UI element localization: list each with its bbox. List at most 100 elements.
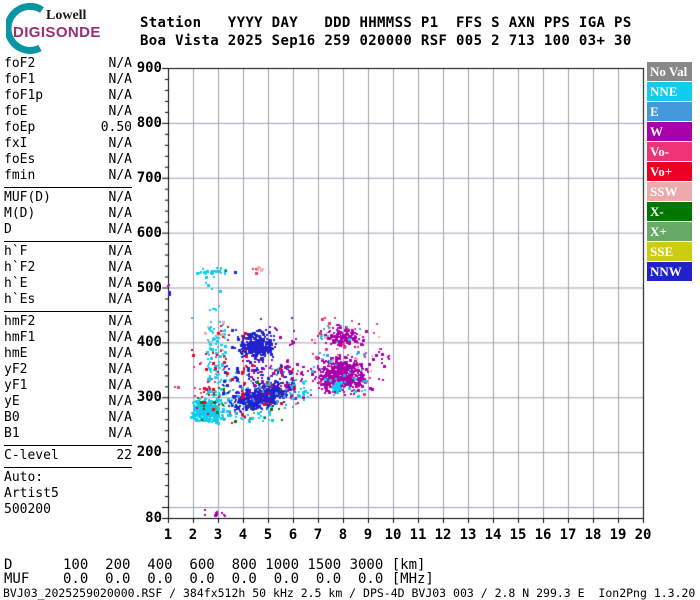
param-label: yF1	[4, 378, 28, 393]
param-label: h`F	[4, 244, 28, 259]
param-value: N/A	[108, 244, 132, 259]
x-tick-label-11: 11	[409, 527, 427, 543]
separator	[4, 187, 132, 188]
legend-item-ssw: SSW	[647, 182, 692, 201]
param-value: N/A	[108, 72, 132, 87]
separator	[4, 445, 132, 446]
y-tick-label-400: 400	[136, 334, 162, 351]
logo-lowell-text: Lowell	[46, 8, 87, 23]
muf-row: MUF 0.0 0.0 0.0 0.0 0.0 0.0 0.0 0.0 [MHz…	[4, 571, 434, 587]
x-tick-label-19: 19	[609, 527, 627, 543]
param-label: foF1p	[4, 88, 44, 103]
param-label: h`F2	[4, 260, 36, 275]
legend-item-noval: No Val	[647, 62, 692, 81]
param-row-fof2: foF2 N/A	[4, 56, 132, 72]
direction-legend: No Val NNE E W Vo- Vo+ SSW X- X+ SSE NNW	[647, 62, 693, 282]
param-label: foE	[4, 104, 28, 119]
y-tick-label-200: 200	[136, 444, 162, 461]
param-row-foe: foE N/A	[4, 104, 132, 120]
param-label: MUF(D)	[4, 190, 51, 205]
param-label: D	[4, 222, 12, 237]
legend-item-nne: NNE	[647, 82, 692, 101]
x-tick-label-3: 3	[213, 527, 223, 543]
header-values-row: Boa Vista 2025 Sep16 259 020000 RSF 005 …	[140, 33, 632, 49]
legend-item-nnw: NNW	[647, 262, 692, 281]
param-row-fof1: foF1 N/A	[4, 72, 132, 88]
param-row-hf: h`F N/A	[4, 244, 132, 260]
param-row-clevel: C-level 22	[4, 448, 132, 464]
y-tick-label-500: 500	[136, 279, 162, 296]
x-tick-label-20: 20	[634, 527, 652, 543]
param-row-hf2: h`F2 N/A	[4, 260, 132, 276]
param-row-foep: foEp 0.50	[4, 120, 132, 136]
param-row-hes: h`Es N/A	[4, 292, 132, 308]
digisonde-logo: Lowell DIGISONDE	[6, 2, 136, 58]
param-label: foEp	[4, 120, 36, 135]
x-tick-label-15: 15	[509, 527, 527, 543]
param-row-he: h`E N/A	[4, 276, 132, 292]
param-label: hmF1	[4, 330, 36, 345]
param-row-b1: B1 N/A	[4, 426, 132, 442]
autoscale-info-line: Artist5	[4, 486, 59, 501]
legend-item-w: W	[647, 122, 692, 141]
param-label: hmE	[4, 346, 28, 361]
x-tick-label-17: 17	[559, 527, 577, 543]
x-tick-label-2: 2	[188, 527, 198, 543]
param-value: 22	[116, 448, 132, 463]
param-value: N/A	[108, 222, 132, 237]
x-tick-label-7: 7	[313, 527, 323, 543]
header-fields-row: Station YYYY DAY DDD HHMMSS P1 FFS S AXN…	[140, 15, 632, 31]
separator	[4, 467, 132, 468]
param-value: N/A	[108, 378, 132, 393]
separator	[4, 241, 132, 242]
param-label: h`E	[4, 276, 28, 291]
param-row-fxi: fxI N/A	[4, 136, 132, 152]
legend-item-vo-: Vo-	[647, 142, 692, 161]
param-value: N/A	[108, 314, 132, 329]
x-tick-label-1: 1	[163, 527, 173, 543]
param-row-mufd: MUF(D) N/A	[4, 190, 132, 206]
x-tick-label-14: 14	[484, 527, 502, 543]
param-row-hmf2: hmF2 N/A	[4, 314, 132, 330]
x-tick-label-6: 6	[288, 527, 298, 543]
param-row-md: M(D) N/A	[4, 206, 132, 222]
parameter-panel: foF2 N/A foF1 N/A foF1p N/A foE N/A foEp 0.50 fxI N…	[4, 56, 132, 518]
x-tick-label-12: 12	[434, 527, 452, 543]
logo-digisonde-text: DIGISONDE	[13, 24, 101, 41]
param-value: N/A	[108, 394, 132, 409]
param-value: N/A	[108, 260, 132, 275]
param-label: foF2	[4, 56, 36, 71]
x-tick-label-5: 5	[263, 527, 273, 543]
param-label: hmF2	[4, 314, 36, 329]
param-value: N/A	[108, 168, 132, 183]
param-value: N/A	[108, 190, 132, 205]
logo-arc-icon	[6, 2, 44, 54]
param-value: 0.50	[100, 120, 132, 135]
param-row-d: D N/A	[4, 222, 132, 238]
x-tick-label-18: 18	[584, 527, 602, 543]
param-row-foes: foEs N/A	[4, 152, 132, 168]
param-label: foF1	[4, 72, 36, 87]
param-value: N/A	[108, 426, 132, 441]
y-tick-label-80: 80	[145, 510, 162, 526]
param-row-fof1p: foF1p N/A	[4, 88, 132, 104]
y-tick-label-300: 300	[136, 389, 162, 406]
autoscale-info-line: Auto:	[4, 470, 44, 485]
param-row-b0: B0 N/A	[4, 410, 132, 426]
x-tick-label-8: 8	[338, 527, 348, 543]
legend-item-x+: X+	[647, 222, 692, 241]
param-label: yE	[4, 394, 20, 409]
param-row-yf1: yF1 N/A	[4, 378, 132, 394]
footer-status-line: BVJ03_2025259020000.RSF / 384fx512h 50 k…	[3, 586, 696, 600]
param-row-ye: yE N/A	[4, 394, 132, 410]
param-value: N/A	[108, 56, 132, 71]
y-tick-label-900: 900	[136, 60, 162, 76]
param-value: N/A	[108, 330, 132, 345]
param-value: N/A	[108, 206, 132, 221]
param-row-hme: hmE N/A	[4, 346, 132, 362]
param-value: N/A	[108, 362, 132, 377]
param-row-fmin: fmin N/A	[4, 168, 132, 184]
param-label: h`Es	[4, 292, 36, 307]
param-row-yf2: yF2 N/A	[4, 362, 132, 378]
